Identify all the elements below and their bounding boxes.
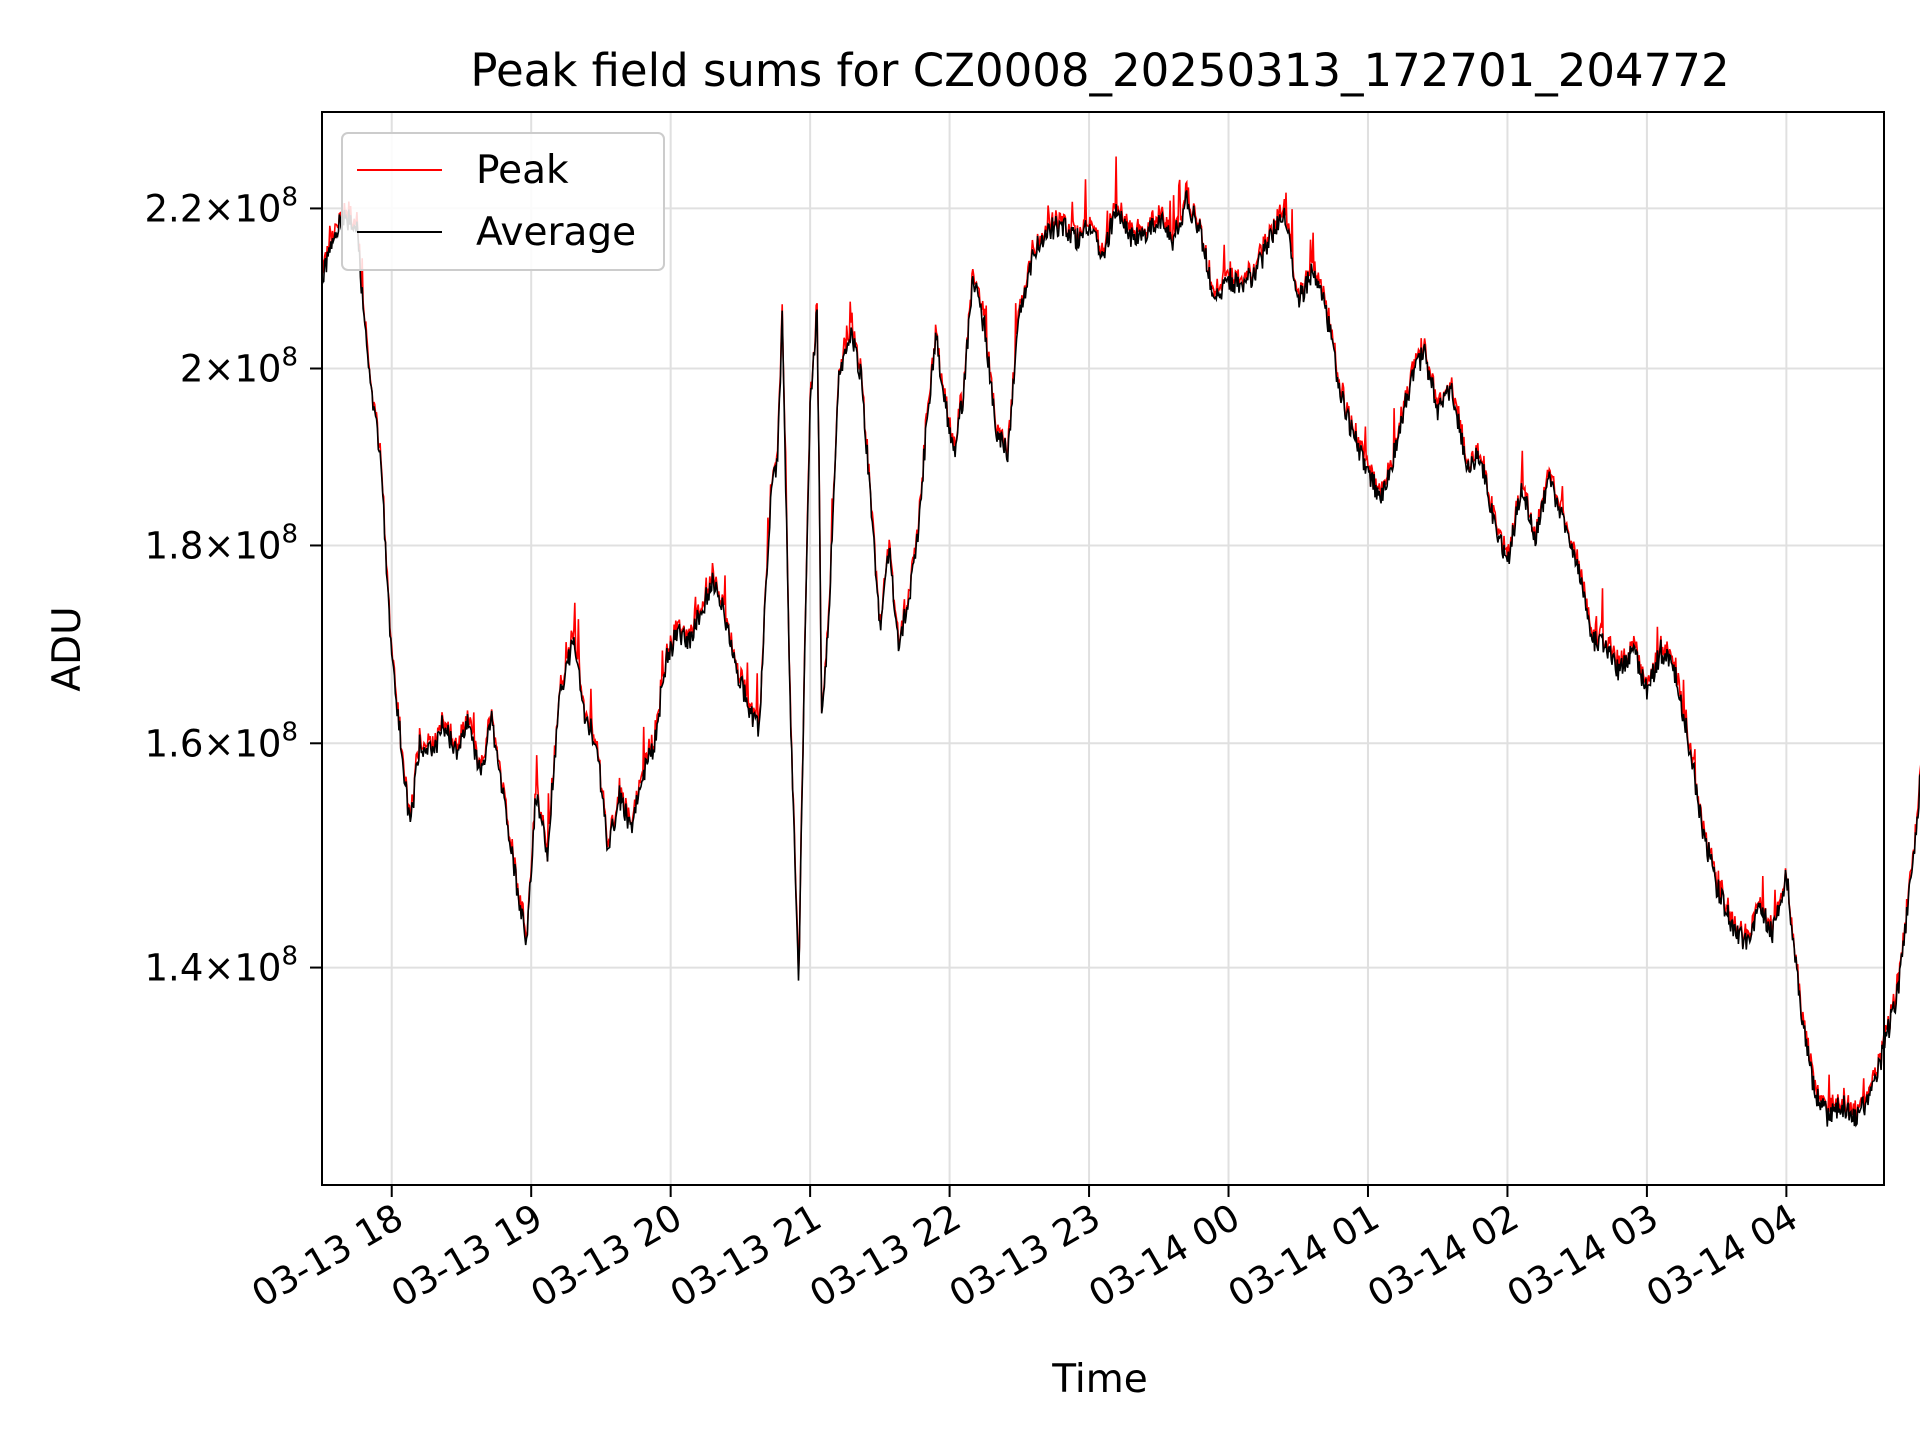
legend-box bbox=[341, 132, 665, 271]
x-tick-label: 03-13 20 bbox=[524, 1196, 690, 1316]
y-tick-label: 1.4×108 bbox=[145, 942, 298, 990]
x-tick-label: 03-14 00 bbox=[1081, 1196, 1247, 1316]
y-tick-label: 1.6×108 bbox=[145, 717, 298, 765]
legend-label-average: Average bbox=[476, 210, 636, 255]
series-average bbox=[321, 190, 1920, 1128]
legend-label-peak: Peak bbox=[476, 148, 569, 193]
x-tick-label: 03-14 04 bbox=[1639, 1196, 1805, 1316]
x-tick-label: 03-13 18 bbox=[245, 1196, 411, 1316]
average-line bbox=[321, 190, 1920, 1128]
y-tick-label: 2×108 bbox=[180, 343, 298, 391]
y-tick-label: 1.8×108 bbox=[145, 519, 298, 567]
x-tick-label: 03-14 02 bbox=[1360, 1196, 1526, 1316]
y-axis-label: ADU bbox=[45, 606, 90, 691]
x-tick-label: 03-14 03 bbox=[1500, 1196, 1666, 1316]
x-axis-label: Time bbox=[1051, 1357, 1147, 1402]
x-tick-label: 03-14 01 bbox=[1221, 1196, 1387, 1316]
y-axis: 1.4×108 1.6×108 1.8×108 2×108 2.2×108 bbox=[145, 182, 322, 990]
gridlines bbox=[322, 112, 1884, 1185]
y-tick-label: 2.2×108 bbox=[145, 182, 298, 230]
x-tick-label: 03-13 22 bbox=[803, 1196, 969, 1316]
legend: Peak Average bbox=[341, 132, 665, 271]
chart-title: Peak field sums for CZ0008_20250313_1727… bbox=[470, 44, 1729, 97]
plot-frame bbox=[321, 111, 1885, 1186]
x-tick-label: 03-13 23 bbox=[942, 1196, 1108, 1316]
x-tick-label: 03-13 19 bbox=[384, 1196, 550, 1316]
x-tick-label: 03-13 21 bbox=[663, 1196, 829, 1316]
